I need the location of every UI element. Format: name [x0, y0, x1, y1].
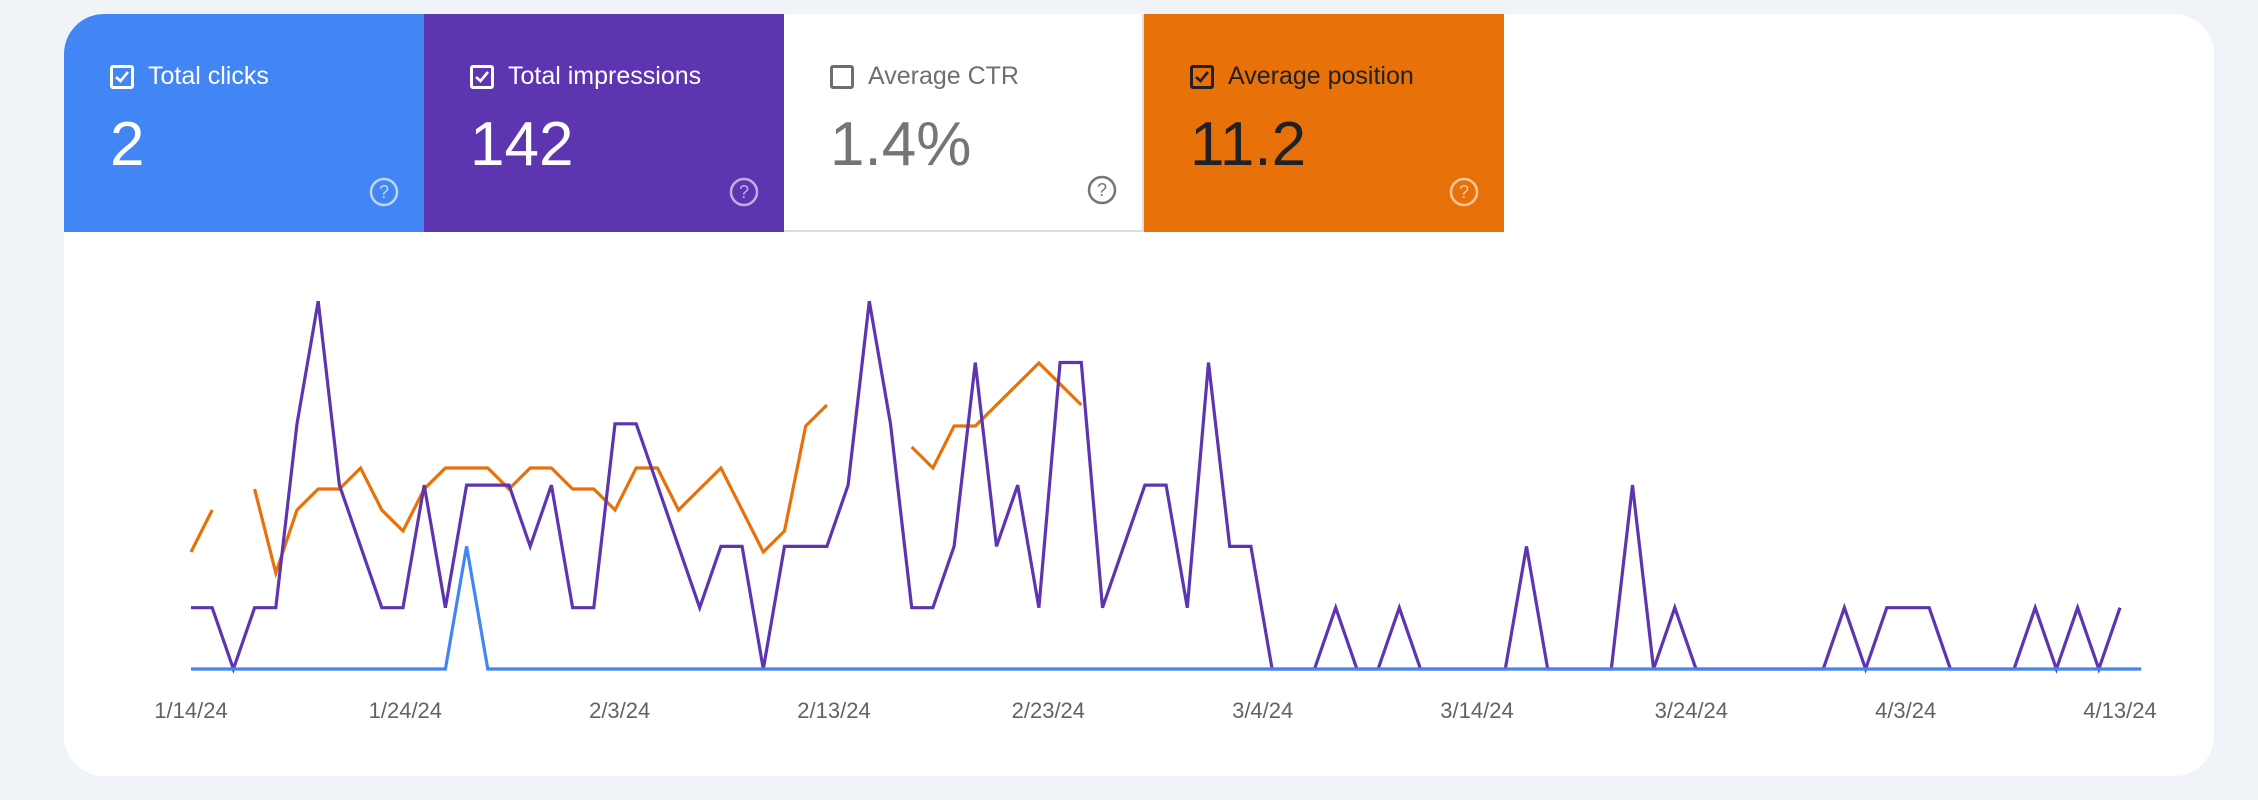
svg-text:?: ? [1097, 180, 1107, 200]
metric-label: Total impressions [508, 62, 702, 90]
help-circle-icon[interactable]: ? [1086, 174, 1118, 206]
series-line-total-clicks [191, 546, 2142, 671]
x-tick-label: 3/4/24 [1232, 698, 1293, 723]
metric-tile-total-clicks[interactable]: Total clicks 2 ? [64, 14, 424, 232]
metric-tile-average-position[interactable]: Average position 11.2 ? [1144, 14, 1504, 232]
series-line-average-position [910, 360, 1083, 471]
x-tick-label: 3/14/24 [1440, 698, 1513, 723]
checkbox-checked-icon[interactable] [110, 64, 134, 89]
metric-label: Average CTR [868, 62, 1019, 90]
series-line-total-impressions [191, 300, 2122, 674]
metric-tiles: Total clicks 2 ? Total impressions 142 ? [64, 14, 1504, 232]
help-circle-icon[interactable]: ? [368, 176, 400, 208]
checkbox-unchecked-icon[interactable] [830, 64, 854, 89]
x-tick-label: 3/24/24 [1655, 698, 1728, 723]
performance-card: 1/14/24 1/24/24 2/3/24 2/13/24 2/23/24 3/4/24… [64, 14, 2214, 776]
checkbox-checked-icon[interactable] [1190, 64, 1214, 89]
metric-label: Average position [1228, 62, 1414, 90]
checkbox-checked-icon[interactable] [470, 64, 494, 89]
x-tick-label: 4/3/24 [1875, 698, 1936, 723]
metric-tile-average-ctr[interactable]: Average CTR 1.4% ? [784, 14, 1144, 232]
svg-text:?: ? [1459, 182, 1469, 202]
x-tick-label: 2/13/24 [797, 698, 870, 723]
x-tick-label: 2/23/24 [1012, 698, 1085, 723]
metric-value: 2 [110, 110, 145, 179]
x-tick-label: 2/3/24 [589, 698, 650, 723]
performance-chart: 1/14/24 1/24/24 2/3/24 2/13/24 2/23/24 3/4/24… [154, 300, 2157, 723]
svg-text:?: ? [379, 182, 389, 202]
x-tick-label: 1/24/24 [369, 698, 442, 723]
x-tick-label: 1/14/24 [154, 698, 227, 723]
metric-label: Total clicks [148, 62, 269, 90]
metric-value: 11.2 [1190, 110, 1307, 179]
metric-value: 142 [470, 110, 574, 179]
x-tick-label: 4/13/24 [2083, 698, 2156, 723]
metric-tile-total-impressions[interactable]: Total impressions 142 ? [424, 14, 784, 232]
series-line-average-position [253, 403, 829, 579]
metric-value: 1.4% [830, 110, 972, 179]
help-circle-icon[interactable]: ? [728, 176, 760, 208]
series-line-average-position [189, 509, 214, 553]
svg-text:?: ? [739, 182, 749, 202]
help-circle-icon[interactable]: ? [1448, 176, 1480, 208]
